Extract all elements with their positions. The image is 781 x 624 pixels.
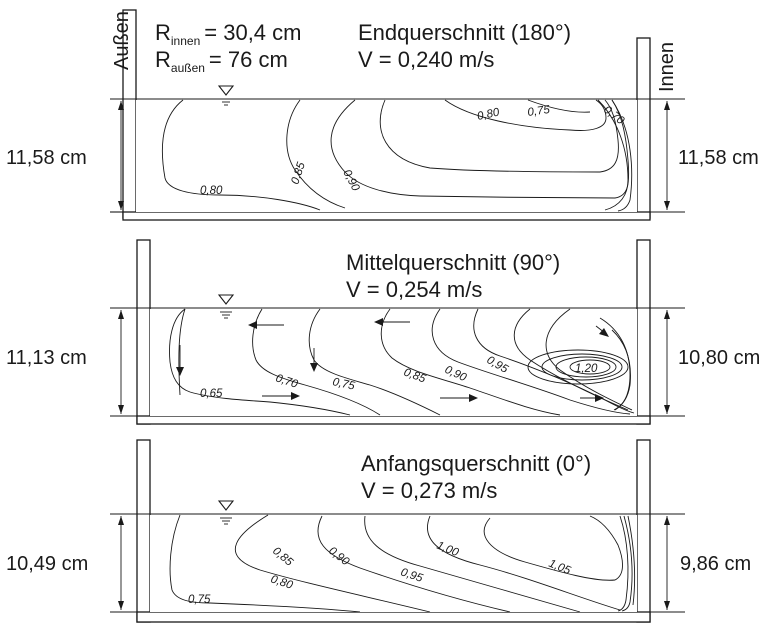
isoline-label: 0,75 <box>331 376 356 393</box>
isoline <box>527 99 591 113</box>
depth-label-left: 11,13 cm <box>6 347 87 369</box>
inner-side-label: Innen <box>656 42 678 92</box>
water-level-symbol <box>217 500 235 525</box>
isoline <box>161 99 321 211</box>
section-title: Anfangsquerschnitt (0°) <box>361 451 591 476</box>
isoline <box>286 99 346 209</box>
isoline <box>483 515 623 581</box>
isoline <box>330 99 630 199</box>
section-velocity: V = 0,240 m/s <box>358 47 494 72</box>
isoline <box>379 99 619 173</box>
depth-label-right: 9,86 cm <box>680 553 751 575</box>
isoline <box>617 515 629 612</box>
radius-parameters: Rinnen = 30,4 cm Raußen = 76 cm <box>155 20 301 75</box>
inner-wall <box>636 37 651 219</box>
velocity-isolines <box>161 99 633 212</box>
secondary-flow-arrows <box>176 318 609 402</box>
isoline <box>364 515 581 613</box>
section-velocity: V = 0,273 m/s <box>361 478 497 503</box>
channel-bed <box>136 611 651 623</box>
depth-dimension-left <box>118 101 124 210</box>
section-middle: 11,13 cm 10,80 cm <box>6 239 760 425</box>
isoline <box>541 353 623 381</box>
isoline <box>527 349 629 385</box>
isoline-label: 0,80 <box>200 185 223 197</box>
outer-side-label: Außen <box>111 11 133 70</box>
depth-label-right: 10,80 cm <box>678 347 760 369</box>
isoline <box>317 515 511 613</box>
isoline <box>380 308 561 416</box>
isoline <box>611 99 633 212</box>
isoline <box>569 359 611 375</box>
outer-wall <box>136 239 151 425</box>
isoline <box>513 308 629 411</box>
isoline-label: 1,20 <box>575 363 598 375</box>
depth-dimension-left <box>118 310 124 414</box>
isoline-label: 0,65 <box>200 388 223 400</box>
channel-bed <box>136 415 651 425</box>
section-title: Endquerschnitt (180°) <box>358 20 571 45</box>
section-title: Mittelquerschnitt (90°) <box>346 250 560 275</box>
isoline <box>308 308 441 416</box>
depth-dimension-left <box>118 516 124 610</box>
isoline <box>627 515 636 606</box>
isoline <box>431 308 631 415</box>
water-level-symbol <box>217 294 235 319</box>
isoline <box>555 356 617 378</box>
isoline <box>597 99 629 211</box>
r-outer-label: Raußen = 76 cm <box>155 47 288 75</box>
isoline <box>444 99 607 131</box>
isoline-label: 0,75 <box>188 594 211 606</box>
isoline <box>545 308 633 411</box>
water-level-symbol <box>217 85 235 106</box>
isoline <box>169 308 351 416</box>
depth-label-left: 11,58 cm <box>6 147 87 169</box>
isoline <box>252 308 381 416</box>
depth-dimension-right <box>664 516 670 610</box>
depth-label-right: 11,58 cm <box>678 147 759 169</box>
section-velocity: V = 0,254 m/s <box>346 277 482 302</box>
outer-wall <box>136 439 151 623</box>
depth-dimension-right <box>664 310 670 414</box>
isoline <box>611 329 631 411</box>
isoline <box>427 515 621 611</box>
isoline <box>178 308 186 396</box>
isoline <box>235 514 431 613</box>
isoline-label: 0,80 <box>476 106 501 123</box>
section-start: 10,49 cm 9,86 cm 0,75 0,80 0,85 0,90 0,9… <box>6 439 751 623</box>
isoline <box>169 514 361 613</box>
section-end: 11,58 cm 11,58 cm 0,80 0,85 0,90 0,80 0,… <box>6 9 759 221</box>
isoline-label: 0,75 <box>527 104 551 119</box>
r-inner-label: Rinnen = 30,4 cm <box>155 20 301 48</box>
isoline <box>621 515 633 612</box>
depth-dimension-right <box>664 101 670 210</box>
depth-label-left: 10,49 cm <box>6 553 88 575</box>
velocity-isolines <box>169 514 636 613</box>
channel-bed <box>122 211 651 221</box>
inner-wall <box>636 239 651 425</box>
velocity-isolines <box>169 308 635 416</box>
inner-wall <box>636 439 651 623</box>
